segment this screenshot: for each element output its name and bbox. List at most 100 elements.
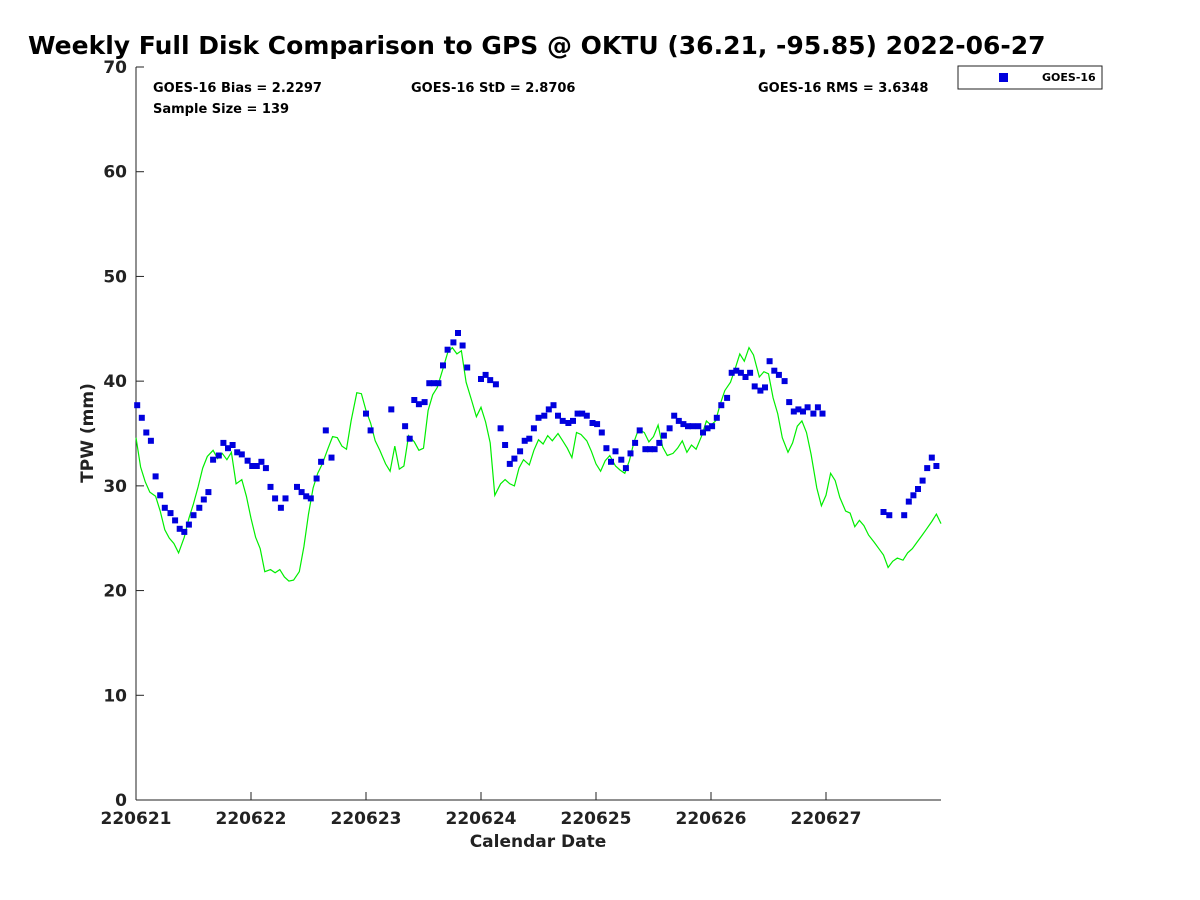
goes16-point bbox=[200, 496, 207, 503]
goes16-point bbox=[492, 381, 499, 388]
goes16-point bbox=[636, 427, 643, 434]
goes16-point bbox=[363, 410, 369, 417]
goes16-point bbox=[728, 369, 735, 376]
goes16-point bbox=[167, 510, 174, 517]
x-ticks: 220621 220622 220623 220624 220625 220626 2206… bbox=[101, 792, 861, 829]
goes16-point bbox=[157, 492, 164, 499]
goes16-point bbox=[277, 504, 284, 511]
goes16-point bbox=[444, 346, 451, 353]
goes16-point bbox=[497, 425, 504, 432]
goes16-point bbox=[298, 489, 305, 496]
goes16-point bbox=[709, 423, 716, 430]
goes16-point bbox=[919, 477, 926, 484]
goes16-point bbox=[700, 429, 706, 436]
goes16-point bbox=[810, 410, 817, 417]
y-tick-label: 70 bbox=[103, 58, 127, 78]
goes16-point bbox=[225, 445, 231, 452]
y-tick-label: 50 bbox=[103, 267, 127, 287]
goes16-point bbox=[328, 454, 335, 461]
x-tick-label: 220623 bbox=[331, 809, 402, 829]
x-tick-label: 220622 bbox=[216, 809, 287, 829]
goes16-point bbox=[517, 448, 524, 455]
goes16-point bbox=[757, 387, 764, 394]
goes16-point bbox=[402, 423, 409, 430]
goes16-point bbox=[282, 495, 289, 502]
goes16-point bbox=[910, 492, 917, 499]
goes16-point bbox=[781, 378, 788, 385]
goes16-point bbox=[675, 417, 682, 424]
goes16-point bbox=[685, 423, 691, 430]
plot-area: 0 10 20 30 40 50 60 70 220621 220622 220623 220624… bbox=[101, 58, 942, 829]
legend-label-goes16: GOES-16 bbox=[1042, 71, 1096, 84]
goes16-point bbox=[487, 377, 494, 384]
goes16-point bbox=[388, 406, 395, 413]
goes16-point bbox=[459, 342, 466, 349]
goes16-point bbox=[819, 410, 826, 417]
stat-std: GOES-16 StD = 2.8706 bbox=[411, 81, 575, 96]
goes16-point bbox=[612, 448, 619, 455]
goes16-point bbox=[579, 410, 586, 417]
goes16-point bbox=[249, 463, 256, 469]
goes16-point bbox=[307, 495, 314, 502]
goes16-point bbox=[220, 439, 227, 446]
legend-marker-goes16 bbox=[999, 73, 1008, 82]
x-axis-label: Calendar Date bbox=[470, 832, 607, 852]
goes16-point bbox=[234, 449, 241, 456]
goes16-point bbox=[800, 408, 806, 415]
goes16-point bbox=[574, 410, 581, 417]
goes16-point bbox=[762, 384, 768, 391]
stat-rms: GOES-16 RMS = 3.6348 bbox=[758, 81, 928, 96]
goes16-point bbox=[559, 417, 566, 424]
goes16-point bbox=[603, 445, 610, 452]
goes16-point bbox=[598, 429, 605, 436]
goes16-point bbox=[134, 402, 141, 409]
goes16-point bbox=[322, 427, 329, 434]
goes16-point bbox=[205, 489, 212, 496]
goes16-point bbox=[656, 439, 663, 446]
goes16-point bbox=[161, 504, 168, 511]
gps-line-series bbox=[135, 346, 942, 582]
goes16-point bbox=[880, 509, 887, 515]
goes16-point bbox=[313, 475, 320, 482]
goes16-point bbox=[622, 465, 629, 472]
goes16-point bbox=[737, 369, 744, 376]
y-tick-label: 30 bbox=[103, 477, 127, 497]
goes16-point bbox=[415, 401, 422, 408]
goes16-point bbox=[535, 414, 542, 421]
goes16-point bbox=[804, 404, 811, 411]
goes16-point bbox=[570, 417, 576, 424]
goes16-point bbox=[718, 402, 725, 409]
goes16-point bbox=[642, 446, 649, 453]
goes16-point bbox=[521, 437, 528, 444]
goes16-point bbox=[751, 383, 758, 390]
x-tick-label: 220626 bbox=[676, 809, 747, 829]
goes16-point bbox=[747, 369, 754, 376]
gps-tpw-line bbox=[135, 346, 942, 582]
goes16-point bbox=[589, 420, 596, 426]
goes16-point bbox=[143, 429, 150, 436]
goes16-point bbox=[511, 455, 518, 462]
x-tick-label: 220625 bbox=[561, 809, 632, 829]
goes16-point bbox=[190, 512, 197, 519]
goes16-point bbox=[185, 521, 192, 528]
goes16-point bbox=[733, 367, 740, 374]
goes16-point bbox=[430, 380, 437, 387]
goes16-point bbox=[367, 427, 374, 434]
y-ticks: 0 10 20 30 40 50 60 70 bbox=[103, 58, 144, 811]
goes16-point bbox=[181, 528, 188, 535]
goes16-point bbox=[795, 406, 802, 413]
goes16-point bbox=[482, 371, 489, 378]
goes16-point bbox=[790, 408, 797, 415]
goes16-point bbox=[541, 412, 548, 419]
goes16-point bbox=[526, 435, 533, 442]
goes16-point bbox=[924, 465, 931, 472]
goes16-point bbox=[303, 493, 310, 500]
goes16-point bbox=[660, 432, 667, 439]
goes16-point bbox=[786, 399, 793, 406]
goes16-point bbox=[666, 425, 673, 432]
goes16-point bbox=[262, 465, 269, 472]
goes16-point bbox=[426, 380, 433, 387]
goes16-point bbox=[901, 512, 908, 519]
goes16-point bbox=[176, 525, 183, 532]
legend-box bbox=[957, 65, 1103, 90]
